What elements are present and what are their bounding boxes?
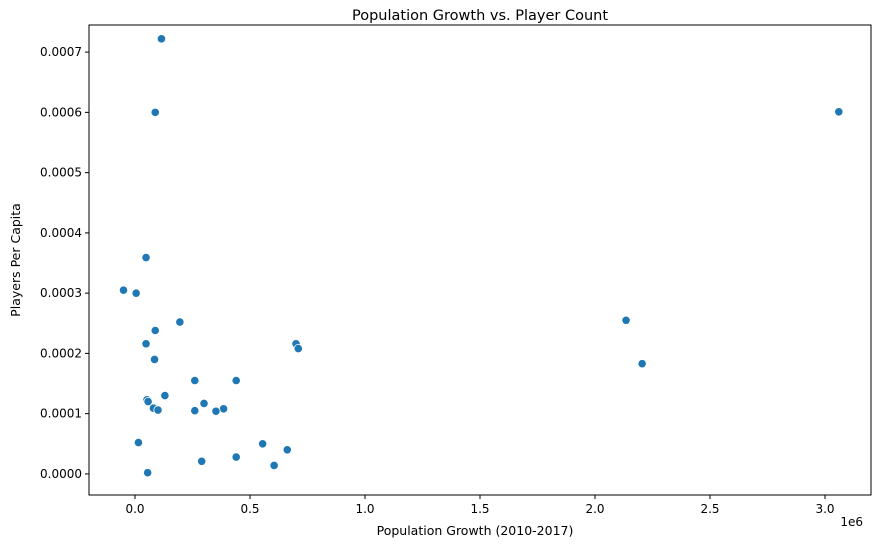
data-point-12 — [149, 354, 160, 365]
data-point-7 — [175, 317, 185, 327]
x-tick-label: 1.5 — [470, 502, 489, 516]
x-tick-label: 2.5 — [700, 502, 719, 516]
x-axis-ticks: 0.0 0.5 1.0 1.5 2.0 2.5 3.0 — [125, 495, 835, 516]
x-axis-offset-label: 1e6 — [840, 515, 863, 529]
y-tick-label: 0.0006 — [40, 105, 82, 119]
x-axis-title: Population Growth (2010-2017) — [377, 523, 574, 538]
y-tick-label: 0.0003 — [40, 286, 82, 300]
y-axis-title: Players Per Capita — [8, 203, 23, 317]
y-tick-label: 0.0004 — [40, 226, 82, 240]
data-point-3 — [141, 252, 151, 263]
y-axis-ticks: 0.0000 0.0001 0.0002 0.0003 0.0004 0.0005 0.00… — [40, 45, 89, 481]
data-point-27 — [282, 445, 292, 455]
points-layer — [118, 34, 844, 478]
data-point-31 — [143, 468, 153, 478]
data-point-1 — [150, 107, 160, 117]
y-tick-label: 0.0002 — [40, 346, 82, 360]
y-tick-label: 0.0001 — [40, 407, 82, 421]
data-point-25 — [133, 437, 144, 448]
x-tick-label: 3.0 — [815, 502, 834, 516]
data-point-23 — [190, 406, 200, 416]
data-point-8 — [150, 325, 160, 336]
data-point-19 — [199, 398, 209, 409]
data-point-28 — [231, 452, 241, 462]
plot-frame — [88, 24, 872, 496]
data-point-0 — [156, 34, 167, 44]
data-point-18 — [143, 396, 153, 407]
data-point-5 — [131, 288, 141, 298]
data-point-9 — [141, 339, 151, 349]
x-tick-label: 2.0 — [585, 502, 604, 516]
data-point-2 — [834, 107, 844, 117]
data-point-15 — [231, 375, 241, 386]
y-tick-label: 0.0007 — [40, 45, 82, 59]
data-point-11 — [293, 343, 303, 354]
data-point-6 — [621, 315, 631, 325]
chart-title: Population Growth vs. Player Count — [352, 8, 608, 24]
x-tick-label: 0.5 — [240, 502, 259, 516]
data-point-16 — [160, 390, 170, 401]
data-point-26 — [258, 439, 268, 449]
y-tick-label: 0.0000 — [40, 467, 82, 481]
data-point-22 — [153, 405, 163, 415]
data-point-13 — [637, 359, 647, 369]
data-point-4 — [118, 285, 129, 295]
x-tick-label: 0.0 — [125, 502, 144, 516]
data-point-29 — [197, 456, 207, 466]
data-point-24 — [211, 406, 221, 416]
data-point-14 — [190, 375, 200, 386]
y-tick-label: 0.0005 — [40, 166, 82, 180]
data-point-30 — [269, 460, 279, 471]
data-point-21 — [218, 404, 229, 414]
x-tick-label: 1.0 — [355, 502, 374, 516]
